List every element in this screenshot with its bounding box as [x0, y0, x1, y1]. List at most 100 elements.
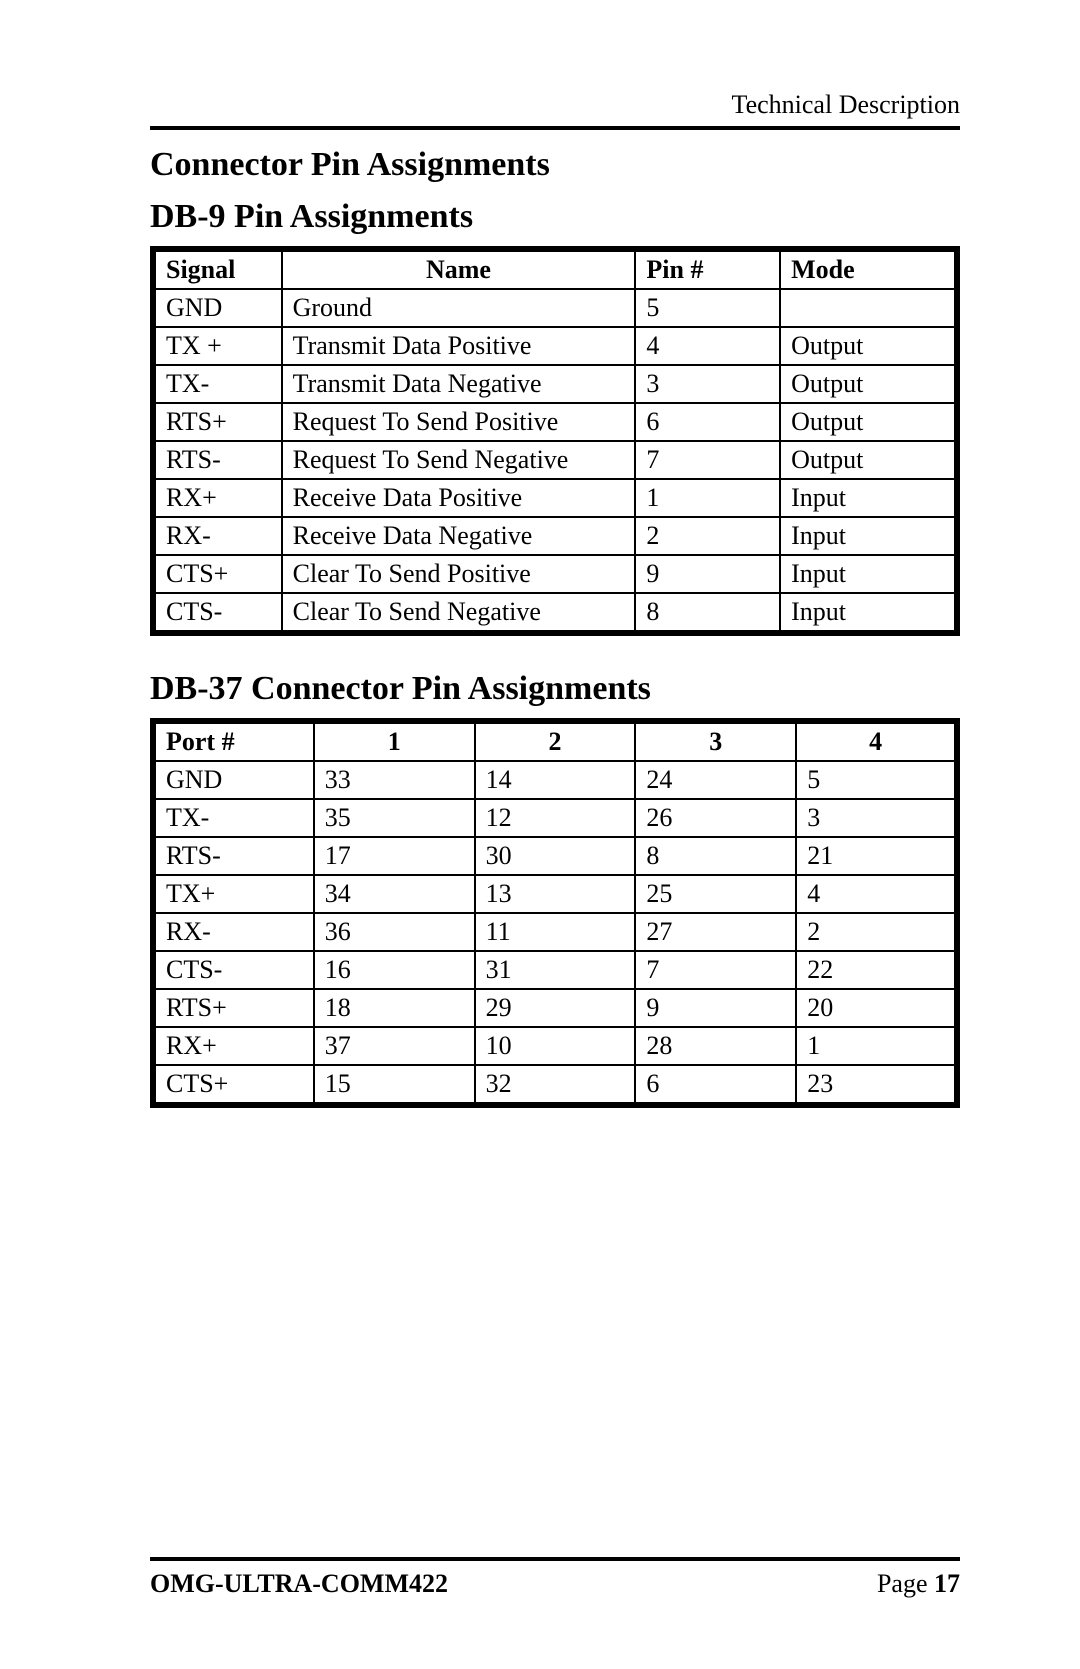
- table-row: TX-3512263: [153, 799, 957, 837]
- table-row: RTS+Request To Send Positive6Output: [153, 403, 957, 441]
- cell: Transmit Data Negative: [282, 365, 636, 403]
- cell: 5: [796, 761, 957, 799]
- cell: 26: [635, 799, 796, 837]
- cell: RTS-: [153, 441, 282, 479]
- cell: Input: [780, 479, 957, 517]
- table-row: TX +Transmit Data Positive4Output: [153, 327, 957, 365]
- table-db9: Signal Name Pin # Mode GNDGround5 TX +Tr…: [150, 246, 960, 636]
- table-row: RX+Receive Data Positive1Input: [153, 479, 957, 517]
- col-port: Port #: [153, 721, 314, 761]
- table-row: GND3314245: [153, 761, 957, 799]
- cell: 34: [314, 875, 475, 913]
- cell: 7: [635, 441, 780, 479]
- cell: 14: [475, 761, 636, 799]
- cell: 13: [475, 875, 636, 913]
- cell: 36: [314, 913, 475, 951]
- cell: 20: [796, 989, 957, 1027]
- cell: Input: [780, 593, 957, 633]
- cell: 33: [314, 761, 475, 799]
- col-p1: 1: [314, 721, 475, 761]
- cell: 9: [635, 555, 780, 593]
- cell: Output: [780, 327, 957, 365]
- heading-db9: DB-9 Pin Assignments: [150, 198, 960, 236]
- cell: Output: [780, 441, 957, 479]
- cell: [780, 289, 957, 327]
- cell: 9: [635, 989, 796, 1027]
- cell: Transmit Data Positive: [282, 327, 636, 365]
- header-rule: [150, 126, 960, 130]
- col-name: Name: [282, 249, 636, 289]
- cell: 16: [314, 951, 475, 989]
- cell: Output: [780, 365, 957, 403]
- cell: 35: [314, 799, 475, 837]
- cell: 23: [796, 1065, 957, 1105]
- cell: 7: [635, 951, 796, 989]
- table-row: CTS+1532623: [153, 1065, 957, 1105]
- col-signal: Signal: [153, 249, 282, 289]
- cell: 3: [635, 365, 780, 403]
- cell: RTS+: [153, 989, 314, 1027]
- table-row: TX+3413254: [153, 875, 957, 913]
- cell: 21: [796, 837, 957, 875]
- heading-db37: DB-37 Connector Pin Assignments: [150, 670, 960, 708]
- col-p3: 3: [635, 721, 796, 761]
- cell: 1: [635, 479, 780, 517]
- cell: 25: [635, 875, 796, 913]
- cell: CTS-: [153, 951, 314, 989]
- cell: Receive Data Negative: [282, 517, 636, 555]
- table-row: RTS+1829920: [153, 989, 957, 1027]
- col-p2: 2: [475, 721, 636, 761]
- cell: 11: [475, 913, 636, 951]
- cell: Clear To Send Positive: [282, 555, 636, 593]
- table-header-row: Port # 1 2 3 4: [153, 721, 957, 761]
- table-db37: Port # 1 2 3 4 GND3314245 TX-3512263 RTS…: [150, 718, 960, 1108]
- cell: Receive Data Positive: [282, 479, 636, 517]
- col-p4: 4: [796, 721, 957, 761]
- page-footer: OMG-ULTRA-COMM422 Page 17: [150, 1557, 960, 1599]
- cell: TX +: [153, 327, 282, 365]
- table-row: RTS-1730821: [153, 837, 957, 875]
- cell: 32: [475, 1065, 636, 1105]
- cell: 24: [635, 761, 796, 799]
- cell: 6: [635, 1065, 796, 1105]
- cell: 31: [475, 951, 636, 989]
- cell: CTS-: [153, 593, 282, 633]
- table-row: GNDGround5: [153, 289, 957, 327]
- cell: RX-: [153, 517, 282, 555]
- cell: RX-: [153, 913, 314, 951]
- table-row: CTS-1631722: [153, 951, 957, 989]
- cell: 22: [796, 951, 957, 989]
- cell: RX+: [153, 1027, 314, 1065]
- cell: 2: [796, 913, 957, 951]
- footer-product: OMG-ULTRA-COMM422: [150, 1569, 448, 1599]
- cell: 18: [314, 989, 475, 1027]
- footer-page: Page 17: [877, 1569, 960, 1599]
- cell: 29: [475, 989, 636, 1027]
- footer-rule: [150, 1557, 960, 1561]
- cell: 2: [635, 517, 780, 555]
- cell: Input: [780, 517, 957, 555]
- col-mode: Mode: [780, 249, 957, 289]
- cell: Input: [780, 555, 957, 593]
- cell: 4: [796, 875, 957, 913]
- cell: 1: [796, 1027, 957, 1065]
- table-row: RX+3710281: [153, 1027, 957, 1065]
- footer-page-number: 17: [934, 1569, 960, 1598]
- cell: RTS+: [153, 403, 282, 441]
- cell: RX+: [153, 479, 282, 517]
- cell: Clear To Send Negative: [282, 593, 636, 633]
- table-header-row: Signal Name Pin # Mode: [153, 249, 957, 289]
- table-row: CTS+Clear To Send Positive9Input: [153, 555, 957, 593]
- table-row: RX-3611272: [153, 913, 957, 951]
- cell: 27: [635, 913, 796, 951]
- col-pin: Pin #: [635, 249, 780, 289]
- cell: 37: [314, 1027, 475, 1065]
- cell: CTS+: [153, 555, 282, 593]
- cell: Output: [780, 403, 957, 441]
- heading-main: Connector Pin Assignments: [150, 146, 960, 184]
- cell: 12: [475, 799, 636, 837]
- cell: CTS+: [153, 1065, 314, 1105]
- cell: 8: [635, 837, 796, 875]
- cell: GND: [153, 761, 314, 799]
- table-row: RX-Receive Data Negative2Input: [153, 517, 957, 555]
